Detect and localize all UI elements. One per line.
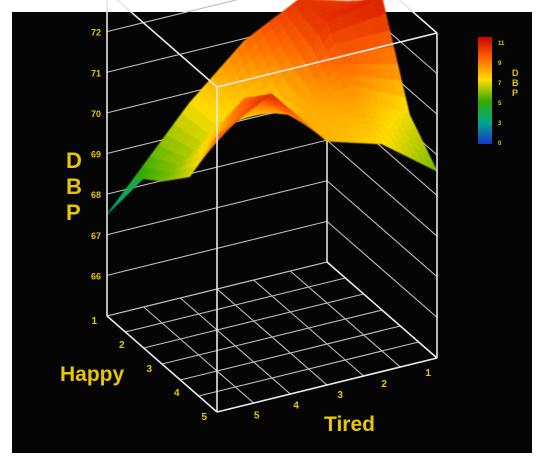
tired-tick-label: 1 [425,368,431,379]
colorbar-tick-label: 11 [498,41,505,47]
colorbar-tick-label: 0 [498,141,502,147]
happy-tick-label: 3 [146,364,152,375]
happy-axis-title: Happy [60,363,125,386]
tired-tick-label: 2 [381,379,387,390]
colorbar-tick-label: 3 [498,121,502,127]
bounding-box-front [106,0,438,413]
happy-axis: Happy 1 2 3 4 5 [60,316,207,423]
z-axis-label-p: P [66,200,81,225]
z-tick-label: 67 [91,231,101,241]
happy-tick-labels: 1 2 3 4 5 [91,316,207,423]
happy-tick-label: 2 [119,340,125,351]
box-top-front-edge [216,32,438,88]
surface-facet [212,129,226,142]
box-base-front-edge [216,357,438,413]
floor-gridline [143,293,364,349]
floor-gridline [289,270,401,368]
colorbar-tick-label: 5 [498,101,502,107]
colorbar-tick-label: 9 [498,61,502,67]
tired-axis-title: Tired [324,413,375,436]
box-base-left-edge [106,315,218,413]
box-base-right-edge [326,261,438,359]
floor-gridline [125,277,346,333]
z-axis-label-d: D [66,148,82,173]
tired-axis: Tired 5 4 3 2 1 [254,368,432,436]
colorbar-label-p: P [512,88,518,98]
floor-gridline [216,288,328,386]
colorbar-tick-labels: 11 9 7 5 3 0 [498,41,505,147]
side-wall-gridline [326,180,438,278]
z-tick-label: 66 [91,271,101,281]
happy-tick-label: 5 [201,412,207,423]
z-tick-labels: 7372717069686766 [91,28,101,282]
tired-tick-label: 5 [254,410,260,421]
tired-tick-label: 4 [293,401,299,412]
happy-tick-label: 1 [91,316,97,327]
side-wall-gridline [326,139,438,237]
colorbar-label-b: B [512,78,519,88]
z-tick-label: 70 [91,109,101,119]
surface-mesh [106,0,438,215]
tired-tick-label: 3 [337,390,343,401]
z-tick-label: 68 [91,190,101,200]
z-tick-label: 71 [91,68,101,78]
box-top-right-edge [397,0,438,34]
tired-tick-labels: 5 4 3 2 1 [254,368,432,421]
z-tick-label: 72 [91,28,101,38]
z-axis: D B P 7372717069686766 [66,28,101,282]
floor-gridline [253,279,365,377]
happy-tick-label: 4 [174,388,180,399]
colorbar-label-d: D [512,68,519,78]
z-tick-label: 69 [91,150,101,160]
z-axis-label-b: B [66,174,82,199]
side-wall-gridline [326,220,438,318]
colorbar-gradient [478,37,492,144]
box-top-left-edge [116,0,218,88]
colorbar-tick-label: 7 [498,81,502,87]
colorbar: 11 9 7 5 3 0 D B P [478,37,519,147]
